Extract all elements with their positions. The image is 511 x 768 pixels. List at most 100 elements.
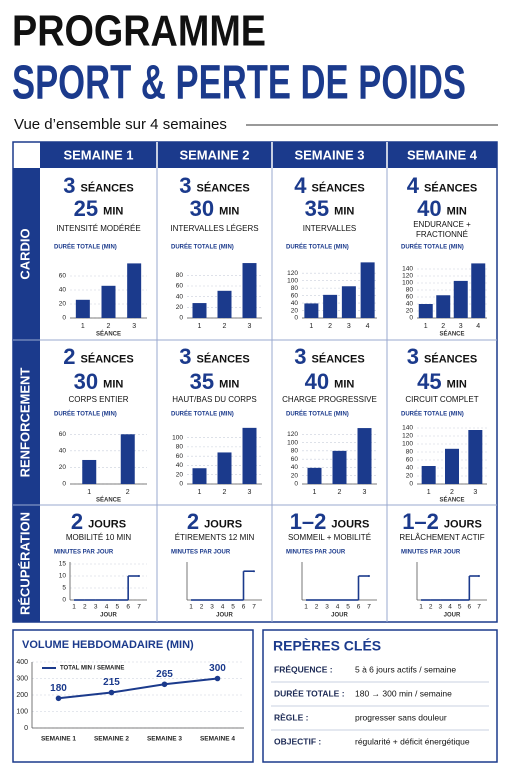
x-tick-label: 5	[346, 604, 350, 611]
duration-value: 35	[305, 196, 329, 221]
y-tick-label: 60	[291, 292, 299, 299]
x-tick-label: 3	[94, 604, 98, 611]
cell-note: INTERVALLES LÉGERS	[170, 224, 258, 233]
y-tick-label: 0	[24, 725, 28, 732]
chart-title: DURÉE TOTALE (MIN)	[286, 410, 349, 418]
data-label: 215	[103, 677, 120, 688]
cell-note: CORPS ENTIER	[68, 395, 128, 404]
y-tick-label: 20	[406, 308, 414, 315]
data-label: 180	[50, 683, 67, 694]
x-tick-label: 7	[477, 604, 481, 611]
x-tick-label: 1	[313, 489, 317, 496]
y-tick-label: 60	[406, 457, 414, 464]
x-tick-label: 1	[87, 489, 91, 496]
count-unit: SÉANCES	[312, 353, 365, 366]
count-unit: JOURS	[204, 519, 242, 531]
x-tick-label: 7	[367, 604, 371, 611]
duration-value: 40	[417, 196, 441, 221]
x-tick-label: 4	[366, 323, 370, 330]
key-value: 180 → 300 min / semaine	[355, 688, 452, 698]
bar	[471, 263, 486, 318]
bar	[307, 467, 322, 484]
count-value: 2	[187, 509, 199, 534]
x-tick-label: 1	[198, 323, 202, 330]
count-unit: JOURS	[444, 519, 482, 531]
x-tick-label: 2	[338, 489, 342, 496]
duration-value: 30	[190, 196, 214, 221]
count-value: 1–2	[402, 509, 439, 534]
cell-note: INTERVALLES	[303, 224, 357, 233]
week-header: SEMAINE 3	[294, 147, 364, 162]
count-value: 2	[63, 344, 75, 369]
y-tick-label: 0	[179, 481, 183, 488]
bar	[82, 459, 97, 484]
y-tick-label: 20	[406, 473, 414, 480]
count-value: 1–2	[290, 509, 327, 534]
y-tick-label: 0	[409, 481, 413, 488]
bar	[323, 294, 338, 318]
cell-note: ENDURANCE +	[413, 220, 471, 229]
bar	[421, 466, 436, 484]
y-tick-label: 20	[59, 464, 67, 471]
x-tick-label: 7	[137, 604, 141, 611]
key-label: RÈGLE :	[274, 712, 309, 722]
bar	[127, 263, 142, 318]
y-tick-label: 120	[402, 433, 413, 440]
count-unit: SÉANCES	[424, 353, 477, 366]
x-tick-label: 1	[81, 323, 85, 330]
cell-note: HAUT/BAS DU CORPS	[172, 395, 256, 404]
x-tick-label: 2	[315, 604, 319, 611]
x-tick-label: 2	[429, 604, 433, 611]
chart-title: DURÉE TOTALE (MIN)	[54, 410, 117, 418]
duration-unit: MIN	[447, 206, 467, 218]
bar	[217, 290, 232, 318]
x-tick-label: 1	[198, 489, 202, 496]
step-end	[478, 575, 480, 577]
bar	[217, 452, 232, 484]
x-axis-label: SÉANCE	[96, 330, 121, 338]
x-tick-label: 3	[347, 323, 351, 330]
bar	[341, 286, 356, 318]
x-tick-label: 2	[441, 323, 445, 330]
bar	[332, 450, 347, 484]
step-end	[368, 575, 370, 577]
count-unit: JOURS	[88, 519, 126, 531]
x-tick-label: 3	[248, 489, 252, 496]
subtitle: SPORT & PERTE DE POIDS	[12, 57, 466, 110]
y-tick-label: 120	[287, 431, 298, 438]
duration-unit: MIN	[219, 379, 239, 391]
x-axis-label: SÉANCE	[96, 496, 121, 504]
count-value: 2	[71, 509, 83, 534]
x-tick-label: 2	[200, 604, 204, 611]
y-tick-label: 60	[406, 294, 414, 301]
chart-title: MINUTES PAR JOUR	[54, 550, 114, 556]
y-tick-label: 80	[291, 448, 299, 455]
y-tick-label: 60	[291, 456, 299, 463]
y-tick-label: 5	[62, 585, 66, 592]
y-tick-label: 100	[16, 708, 28, 715]
y-tick-label: 100	[172, 434, 183, 441]
count-unit: SÉANCES	[81, 182, 134, 195]
row-label: CARDIO	[17, 228, 32, 279]
bar	[360, 262, 375, 318]
key-label: OBJECTIF :	[274, 736, 321, 746]
duration-unit: MIN	[334, 206, 354, 218]
count-value: 3	[179, 344, 191, 369]
x-tick-label: 6	[126, 604, 130, 611]
count-value: 3	[179, 173, 191, 198]
y-tick-label: 80	[291, 285, 299, 292]
step-end	[253, 570, 255, 573]
x-tick-label: 6	[242, 604, 246, 611]
chart-title: DURÉE TOTALE (MIN)	[286, 243, 349, 251]
x-tick-label: 2	[83, 604, 87, 611]
bar	[75, 299, 90, 318]
duration-value: 45	[417, 369, 441, 394]
y-tick-label: 40	[291, 464, 299, 471]
x-tick-label: 2	[223, 489, 227, 496]
bar	[357, 428, 372, 484]
x-tick-label: 3	[132, 323, 136, 330]
key-label: DURÉE TOTALE :	[274, 688, 345, 698]
bar	[242, 427, 257, 484]
